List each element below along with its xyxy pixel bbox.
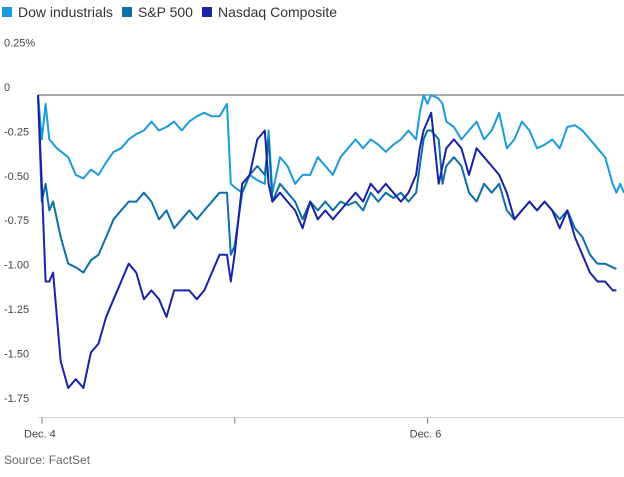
legend-swatch-nasdaq xyxy=(201,7,212,17)
legend-label-dow: Dow industrials xyxy=(18,4,113,20)
y-tick-label: -0.50 xyxy=(4,171,29,183)
legend-label-sp500: S&P 500 xyxy=(137,4,193,20)
y-tick-label: -1.00 xyxy=(4,260,29,272)
y-tick-label: 0 xyxy=(4,82,10,94)
legend-item-dow: Dow industrials xyxy=(2,4,113,20)
legend-label-nasdaq: Nasdaq Composite xyxy=(217,4,338,20)
x-tick-label: Dec. 4 xyxy=(24,429,56,441)
y-tick-label: -0.25 xyxy=(4,126,29,138)
series-line-2 xyxy=(37,94,617,389)
legend: Dow industrials S&P 500 Nasdaq Composite xyxy=(2,2,346,22)
legend-item-sp500: S&P 500 xyxy=(121,4,193,20)
y-tick-label: -1.50 xyxy=(4,348,29,360)
legend-swatch-sp500 xyxy=(121,7,132,17)
y-tick-label: -0.75 xyxy=(4,215,29,227)
legend-swatch-dow xyxy=(2,7,12,17)
legend-item-nasdaq: Nasdaq Composite xyxy=(201,4,338,20)
y-tick-label: -1.25 xyxy=(4,304,29,316)
source-note: Source: FactSet xyxy=(4,453,91,467)
series-line-0 xyxy=(37,94,624,194)
y-tick-label: 0.25% xyxy=(4,38,35,50)
series-line-1 xyxy=(37,94,617,274)
x-tick-label: Dec. 6 xyxy=(410,429,442,441)
y-tick-label: -1.75 xyxy=(4,393,29,405)
line-chart: 0.25% 0 -0.25 -0.50 -0.75 -1.00 -1.25 -1.50 -1.7… xyxy=(4,38,624,441)
